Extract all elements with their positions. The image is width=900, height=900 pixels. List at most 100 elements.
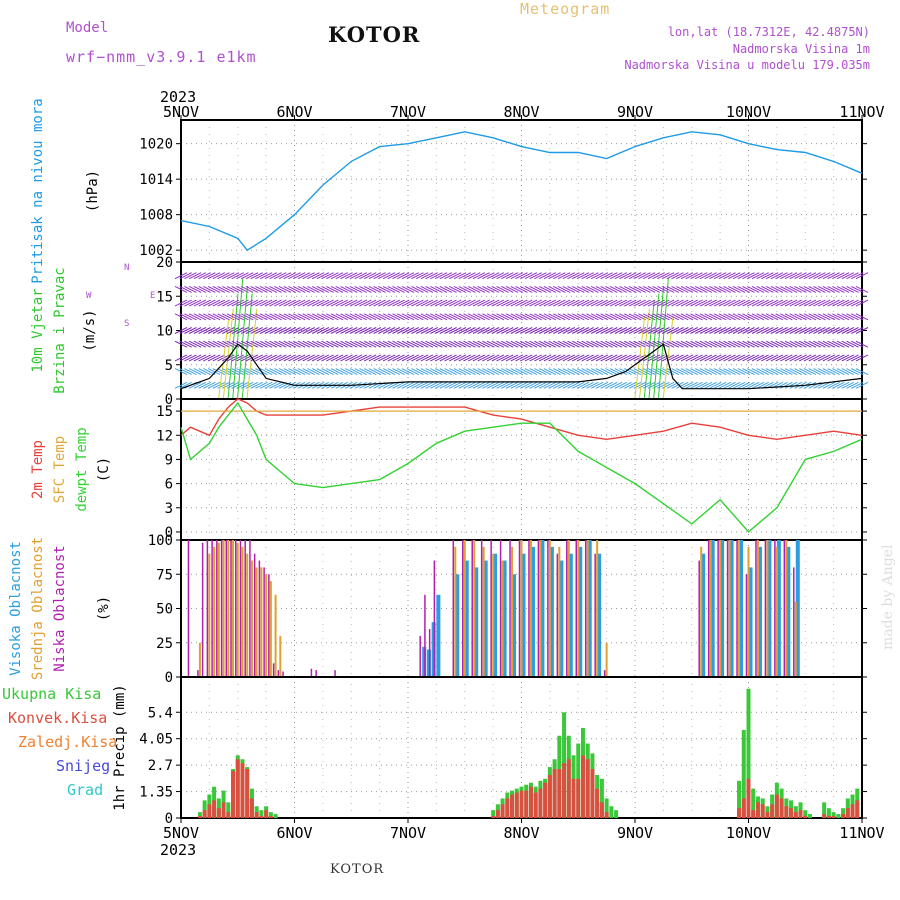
wind-barb (444, 272, 457, 280)
wind-barb (311, 354, 325, 362)
wind-barb (803, 327, 817, 334)
wind-barb (822, 299, 836, 307)
wind-barb (789, 327, 803, 334)
low_cloud-bar (783, 540, 786, 677)
wind-barb (236, 285, 249, 293)
wind-barb (576, 327, 590, 334)
wind-barb (704, 340, 717, 348)
wind-barb (430, 285, 443, 293)
wind-barb (553, 272, 566, 280)
wind-barb (274, 313, 287, 321)
conv-precip-bar (803, 816, 808, 818)
wind-barb (817, 299, 831, 307)
wind-streak (227, 293, 239, 400)
footer-city: KOTOR (330, 862, 385, 877)
wind-barb (505, 313, 519, 321)
wind-barb (605, 340, 618, 348)
wind-barb (756, 381, 769, 389)
high_cloud-bar (464, 560, 469, 677)
mid_cloud-bar (775, 546, 778, 677)
wind-barb (288, 340, 301, 348)
wind-barb (562, 340, 576, 348)
high_cloud-bar (720, 540, 725, 677)
wind-barb (538, 368, 552, 376)
wind-barb (822, 272, 836, 280)
wind-barb (411, 299, 424, 307)
wind-barb (316, 368, 330, 376)
wind-barb (359, 272, 372, 280)
wind-barb (411, 327, 424, 334)
low_cloud-bar (216, 540, 218, 677)
wind-barb (851, 340, 864, 348)
wind-barb (477, 272, 490, 280)
wind-barb (713, 354, 727, 362)
wind-barb (259, 381, 273, 389)
wind-barb (505, 340, 519, 348)
wind-barb (600, 381, 613, 389)
y-axis-title: SFC Temp (52, 436, 68, 503)
wind-barb (330, 368, 344, 376)
wind-barb (288, 368, 301, 376)
wind-barb (581, 299, 594, 307)
wind-barb (472, 299, 486, 307)
wind-barb (742, 381, 755, 389)
date-label-bottom: 6NOV (276, 824, 312, 842)
wind-barb (188, 368, 202, 376)
wind-barb (217, 285, 230, 293)
wind-barb (576, 299, 590, 307)
conv-precip-bar (826, 816, 831, 818)
wind-barb (297, 272, 311, 280)
wind-barb (179, 327, 192, 334)
wind-barb (297, 285, 311, 293)
wind-barb (761, 299, 774, 307)
pressure-line (180, 131, 863, 252)
wind-barb (690, 368, 703, 376)
wind-barb (723, 327, 736, 334)
wind-barb (510, 272, 523, 280)
wind-barb (326, 354, 339, 362)
wind-barb (614, 381, 628, 389)
wind-barb (420, 381, 434, 389)
wind-barb (486, 340, 500, 348)
wind-barb (761, 354, 774, 362)
wind-barb (184, 313, 197, 321)
wind-barb (259, 313, 273, 321)
wind-barb (363, 381, 377, 389)
wind-barb (633, 272, 646, 280)
wind-barb (387, 299, 401, 307)
wind-barb (326, 368, 339, 376)
wind-barb (482, 285, 495, 293)
date-label-top: 5NOV (163, 103, 199, 121)
wind-barb (813, 285, 826, 293)
wind-barb (742, 272, 755, 280)
mid_cloud-bar (265, 574, 268, 677)
wind-barb (340, 285, 353, 293)
wind-barb (572, 354, 585, 362)
wind-barb (174, 381, 188, 389)
wind-barb (415, 313, 429, 321)
y-axis-title: Pritisak na nivou mora (30, 98, 46, 283)
wind-barb (458, 327, 471, 334)
wind-barb (841, 272, 855, 280)
wind-barb (330, 354, 344, 362)
wind-barb (236, 368, 249, 376)
wind-barb (472, 272, 486, 280)
wind-barb (775, 299, 788, 307)
wind-barb (387, 381, 401, 389)
wind-barb (647, 285, 661, 293)
wind-barb (713, 313, 727, 321)
wind-barb (642, 285, 656, 293)
wind-barb (467, 272, 481, 280)
wind-barb (283, 354, 296, 362)
wind-barb (501, 313, 514, 321)
wind-barb (274, 368, 287, 376)
date-label-top: 10NOV (726, 103, 771, 121)
wind-barb (439, 327, 453, 334)
mid_cloud-bar (700, 546, 703, 677)
wind-barb (822, 327, 836, 334)
wind-barb (359, 299, 372, 307)
wind-barb (288, 327, 301, 334)
wind-barb (496, 285, 509, 293)
wind-barb (368, 272, 382, 280)
wind-barb (723, 272, 736, 280)
